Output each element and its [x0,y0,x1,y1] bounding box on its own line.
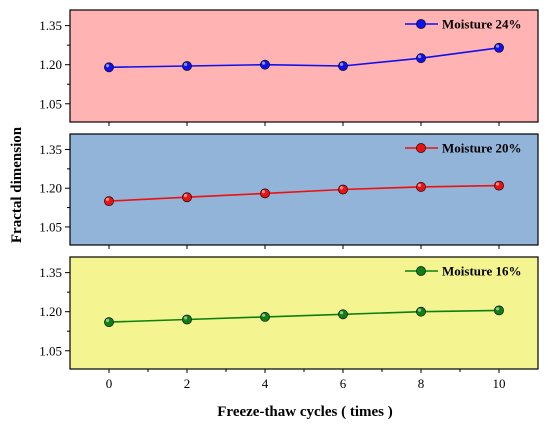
x-tick-label: 6 [340,376,347,391]
data-point-highlight [184,62,188,66]
data-point-highlight [496,44,500,48]
data-point [104,317,114,328]
x-tick-label: 2 [184,376,191,391]
data-point [260,59,270,70]
data-point [182,314,192,325]
data-point [182,192,192,203]
data-point-highlight [340,186,344,190]
data-point-highlight [496,307,500,311]
data-point [182,61,192,71]
data-point-highlight [106,64,110,68]
chart-panel-2: 1.05 1.20 1.35 Moisture 20% [39,133,539,249]
y-tick-label: 1.20 [39,181,62,196]
data-point-highlight [496,182,500,186]
x-tick-label: 8 [418,376,425,391]
y-tick-label: 1.05 [39,343,62,358]
data-point [260,188,270,199]
legend: Moisture 20% [405,141,522,156]
chart-panel-3: 1.05 1.20 1.35 Moisture 16% [39,256,539,373]
legend: Moisture 16% [405,264,522,279]
plot-area [69,256,539,370]
data-point [260,312,270,322]
data-point-highlight [262,313,266,317]
data-point-highlight [418,308,422,312]
data-point [494,305,504,316]
data-point [494,180,504,191]
data-point [494,42,504,53]
y-tick-label: 1.05 [39,219,62,234]
series-line [108,309,500,323]
data-point [104,196,114,207]
y-tick-label: 1.20 [39,57,62,72]
legend-label: Moisture 20% [442,141,522,156]
data-point-highlight [262,61,266,65]
y-tick-label: 1.35 [39,265,62,280]
data-point-highlight [340,311,344,315]
data-point-highlight [184,316,188,320]
data-point [104,62,114,73]
x-tick-label: 0 [106,376,113,391]
panels-layer: 1.05 1.20 1.35 Moisture 24% 1.05 1.20 1.35 Mois… [39,9,539,373]
legend-marker [416,143,426,153]
y-tick-label: 1.35 [39,142,62,157]
y-tick-label: 1.35 [39,18,62,33]
plot-area [69,133,539,246]
chart-panel-1: 1.05 1.20 1.35 Moisture 24% [39,9,539,126]
data-point [338,309,348,320]
data-point-highlight [418,54,422,59]
series-line [108,47,500,69]
y-tick-label: 1.05 [39,96,62,111]
legend-marker [416,266,426,276]
data-point [338,184,348,195]
data-point [338,61,348,71]
data-point-highlight [184,194,188,198]
x-axis-title: Freeze-thaw cycles ( times ) [217,404,392,420]
data-point [416,53,426,64]
data-point-highlight [106,197,110,202]
data-point-highlight [340,62,344,66]
data-point-highlight [262,190,266,194]
data-point [416,306,426,317]
data-point-highlight [418,183,422,187]
data-point [416,182,426,192]
legend-marker [416,19,426,29]
legend-label: Moisture 16% [442,264,522,279]
y-axis-title: Fractal dimension [9,126,25,243]
data-point-highlight [106,318,110,323]
y-tick-label: 1.20 [39,304,62,319]
x-tick-label: 10 [493,376,506,391]
legend: Moisture 24% [405,17,522,32]
x-axis: 0 2 4 6 8 10 [106,369,506,391]
legend-label: Moisture 24% [442,17,522,32]
series-line [108,184,500,202]
x-tick-label: 4 [262,376,269,391]
